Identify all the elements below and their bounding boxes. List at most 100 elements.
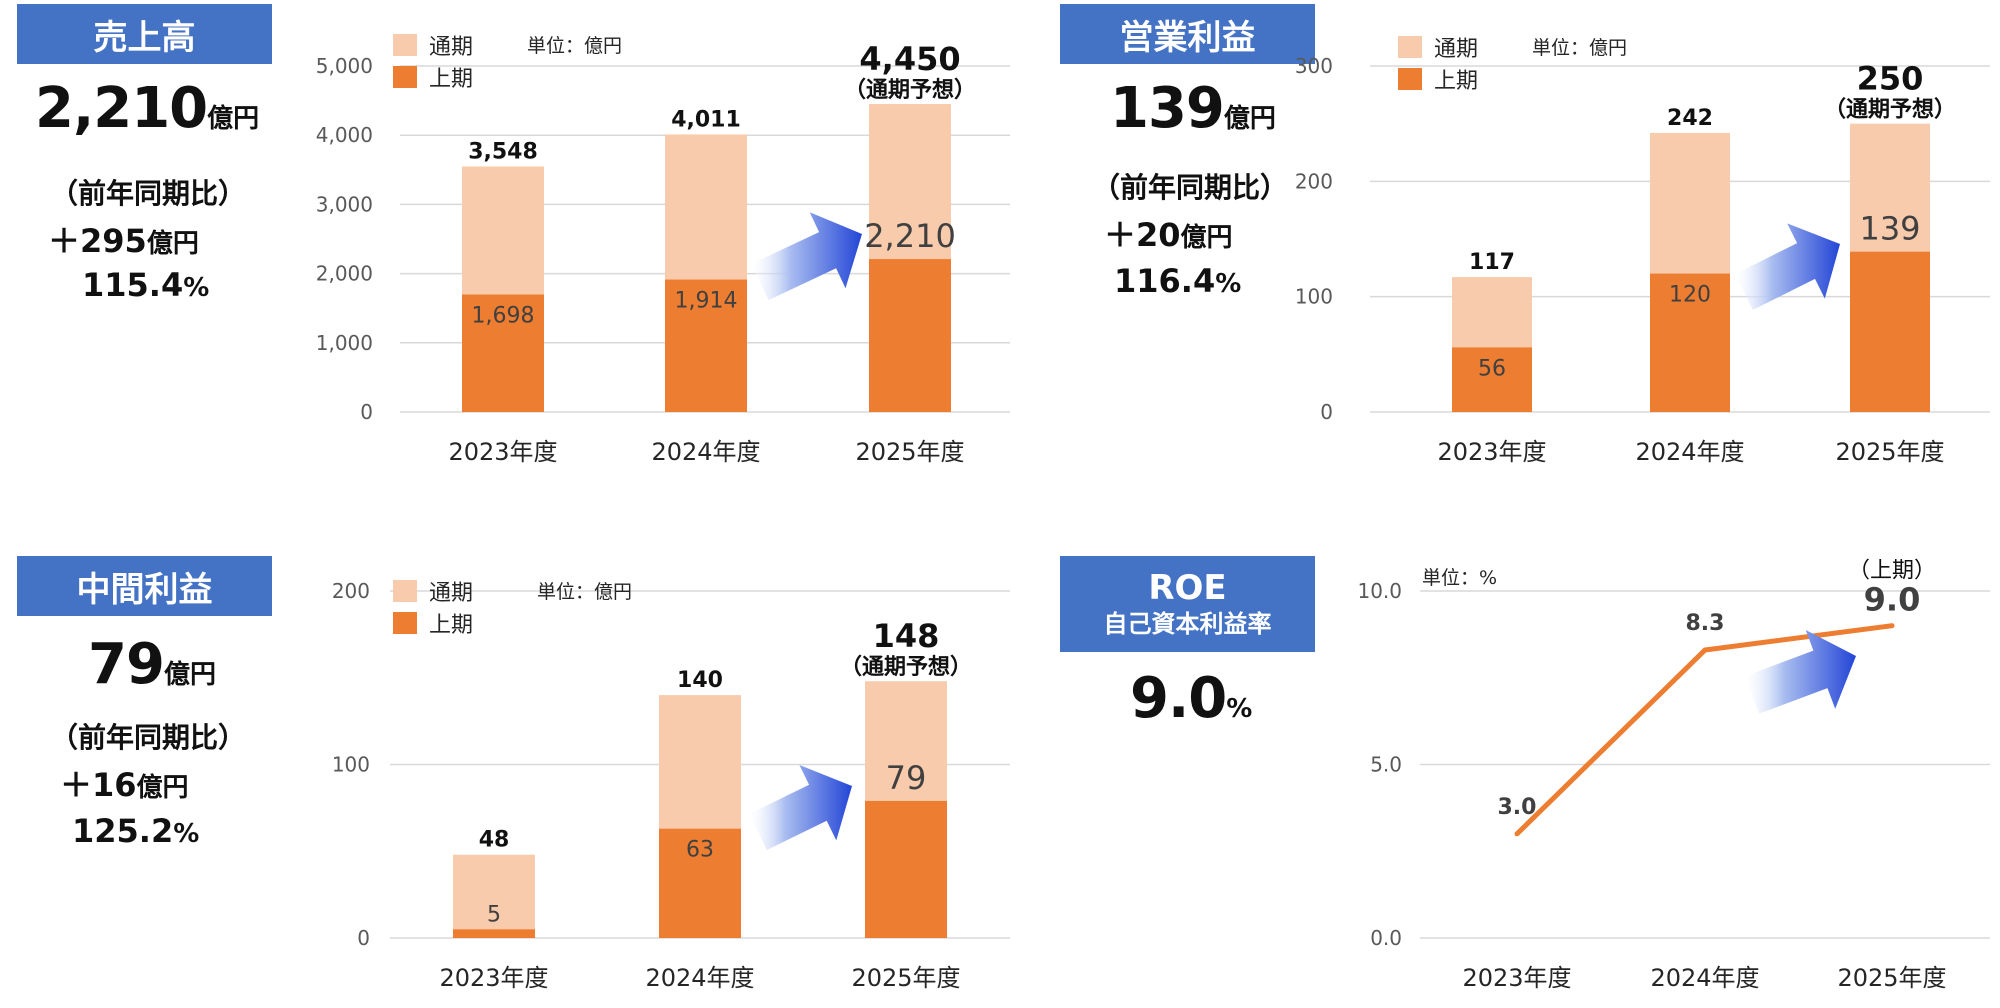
roe-y-tick-label: 5.0 [1370, 753, 1402, 777]
g-sales-x-category-label: 2023年度 [448, 438, 557, 466]
g-interim-half-label: 63 [686, 838, 714, 863]
op-yoy-label: （前年同期比） [1092, 171, 1289, 204]
roe-trend-arrow [1745, 630, 1856, 714]
g-op-half-label: 56 [1478, 356, 1506, 381]
roe-value-number: 9.0 [1130, 666, 1227, 731]
interim-yoy-pct: 125.2% [72, 812, 199, 850]
g-op-bar-first-half [1850, 251, 1930, 412]
roe-last-note: （上期） [1848, 559, 1936, 584]
g-op-y-tick-label: 100 [1295, 285, 1333, 309]
op-yoy-pct-number: 116.4 [1114, 262, 1216, 300]
g-sales-y-tick-label: 4,000 [316, 123, 373, 147]
g-interim-half-label: 5 [487, 902, 501, 927]
roe-x-category-label: 2025年度 [1837, 964, 1946, 992]
roe-chart: 0.0 5.0 10.0 単位：% 2023年度 3.0 2024年度 8.3 2025年度 （上… [1357, 559, 1990, 992]
g-interim-total-label: 140 [677, 668, 723, 693]
g-op-trend-arrow [1735, 223, 1840, 310]
g-op-x-category-label: 2025年度 [1835, 438, 1944, 466]
interim-yoy-diff-unit: 億円 [136, 773, 189, 803]
roe-value-label: 3.0 [1498, 795, 1537, 820]
g-sales-half-label: 1,698 [472, 303, 535, 328]
g-interim-total-label: 148 [873, 617, 940, 655]
interim-yoy-pct-unit: % [173, 819, 200, 849]
interim-value: 79億円 [88, 632, 216, 697]
interim-value-unit: 億円 [163, 660, 216, 690]
sales-yoy-diff-unit: 億円 [146, 229, 199, 259]
op-chart: 0 100 200 300 2023年度 117 56 2024年度 242 120 2025年度 2… [1295, 36, 1990, 466]
g-op-legend-label-first-half: 上期 [1434, 69, 1478, 94]
g-interim-trend-arrow [749, 765, 852, 850]
sales-yoy-pct: 115.4% [82, 266, 209, 304]
g-interim-x-category-label: 2023年度 [439, 964, 548, 992]
roe-value: 9.0% [1130, 666, 1252, 731]
g-sales-y-tick-label: 2,000 [316, 262, 373, 286]
roe-label-sub: 自己資本利益率 [1103, 610, 1272, 638]
g-sales-x-category-label: 2025年度 [855, 438, 964, 466]
g-op-y-tick-label: 300 [1295, 54, 1333, 78]
g-op-legend-label-full-year: 通期 [1434, 37, 1478, 62]
g-interim-bar-first-half [659, 828, 741, 938]
interim-yoy-pct-number: 125.2 [72, 812, 174, 850]
roe-value-label: 8.3 [1686, 611, 1725, 636]
sales-value-unit: 億円 [207, 104, 260, 134]
g-interim-legend-label-full-year: 通期 [429, 581, 473, 606]
op-yoy-diff-number: ＋20 [1104, 216, 1181, 254]
sales-yoy-diff-number: ＋295 [48, 222, 147, 260]
roe-panel-label: ROE 自己資本利益率 [1060, 556, 1315, 652]
g-interim-legend-label-first-half: 上期 [429, 613, 473, 638]
roe-x-category-label: 2023年度 [1462, 964, 1571, 992]
roe-value-unit: % [1226, 694, 1253, 724]
op-yoy-diff-unit: 億円 [1180, 223, 1233, 253]
g-interim-bar-first-half [453, 929, 535, 938]
sales-chart: 0 1,000 2,000 3,000 4,000 5,000 2023年度 3,548 1,6… [316, 34, 1010, 466]
g-op-legend-swatch-full-year [1398, 36, 1422, 58]
roe-unit-note: 単位：% [1422, 567, 1497, 589]
g-op-x-category-label: 2023年度 [1437, 438, 1546, 466]
roe-value-label: 9.0 [1864, 581, 1921, 619]
roe-x-category-label: 2024年度 [1650, 964, 1759, 992]
g-sales-half-label: 1,914 [675, 289, 738, 314]
g-interim-legend-swatch-first-half [393, 612, 417, 634]
roe-point [1889, 623, 1895, 629]
roe-point [1514, 831, 1520, 837]
interim-chart: 0 100 200 2023年度 48 5 2024年度 140 63 2025年度 148（通期予… [332, 579, 1010, 992]
g-interim-bar-first-half [865, 800, 947, 938]
g-interim-unit-note: 単位：億円 [537, 581, 632, 603]
sales-yoy-pct-unit: % [183, 273, 210, 303]
g-sales-x-category-label: 2024年度 [651, 438, 760, 466]
interim-yoy-diff-number: ＋16 [60, 766, 137, 804]
g-interim-half-label: 79 [886, 759, 927, 797]
g-op-x-category-label: 2024年度 [1635, 438, 1744, 466]
g-op-y-tick-label: 200 [1295, 169, 1333, 193]
roe-y-tick-label: 10.0 [1357, 579, 1402, 603]
g-interim-x-category-label: 2024年度 [645, 964, 754, 992]
g-sales-bar-first-half [665, 279, 747, 412]
g-interim-y-tick-label: 0 [357, 926, 370, 950]
sales-yoy-diff: ＋295億円 [48, 216, 199, 262]
roe-y-tick-label: 0.0 [1370, 926, 1402, 950]
op-yoy-diff: ＋20億円 [1104, 210, 1233, 256]
g-sales-trend-arrow [751, 212, 862, 301]
g-op-total-label: 242 [1667, 106, 1713, 131]
interim-panel-label: 中間利益 [17, 556, 272, 616]
g-sales-unit-note: 単位：億円 [527, 35, 622, 57]
roe-label-main: ROE [1148, 568, 1227, 608]
sales-yoy-pct-number: 115.4 [82, 266, 184, 304]
sales-value-number: 2,210 [35, 76, 208, 141]
op-yoy-pct: 116.4% [1114, 262, 1241, 300]
g-sales-legend-swatch-first-half [393, 66, 417, 88]
g-sales-y-tick-label: 1,000 [316, 331, 373, 355]
op-value-number: 139 [1110, 76, 1225, 141]
g-sales-forecast-note: （通期予想） [844, 78, 976, 103]
g-op-half-label: 139 [1859, 210, 1920, 248]
g-sales-total-label: 3,548 [468, 139, 538, 164]
g-op-total-label: 117 [1469, 250, 1515, 275]
g-interim-total-label: 48 [479, 828, 510, 853]
op-yoy-pct-unit: % [1215, 269, 1242, 299]
g-interim-legend-swatch-full-year [393, 580, 417, 602]
g-sales-y-tick-label: 0 [360, 400, 373, 424]
g-sales-legend-label-first-half: 上期 [429, 67, 473, 92]
g-sales-y-tick-label: 3,000 [316, 192, 373, 216]
g-interim-bar-full-year [453, 854, 535, 938]
g-sales-legend-label-full-year: 通期 [429, 35, 473, 60]
